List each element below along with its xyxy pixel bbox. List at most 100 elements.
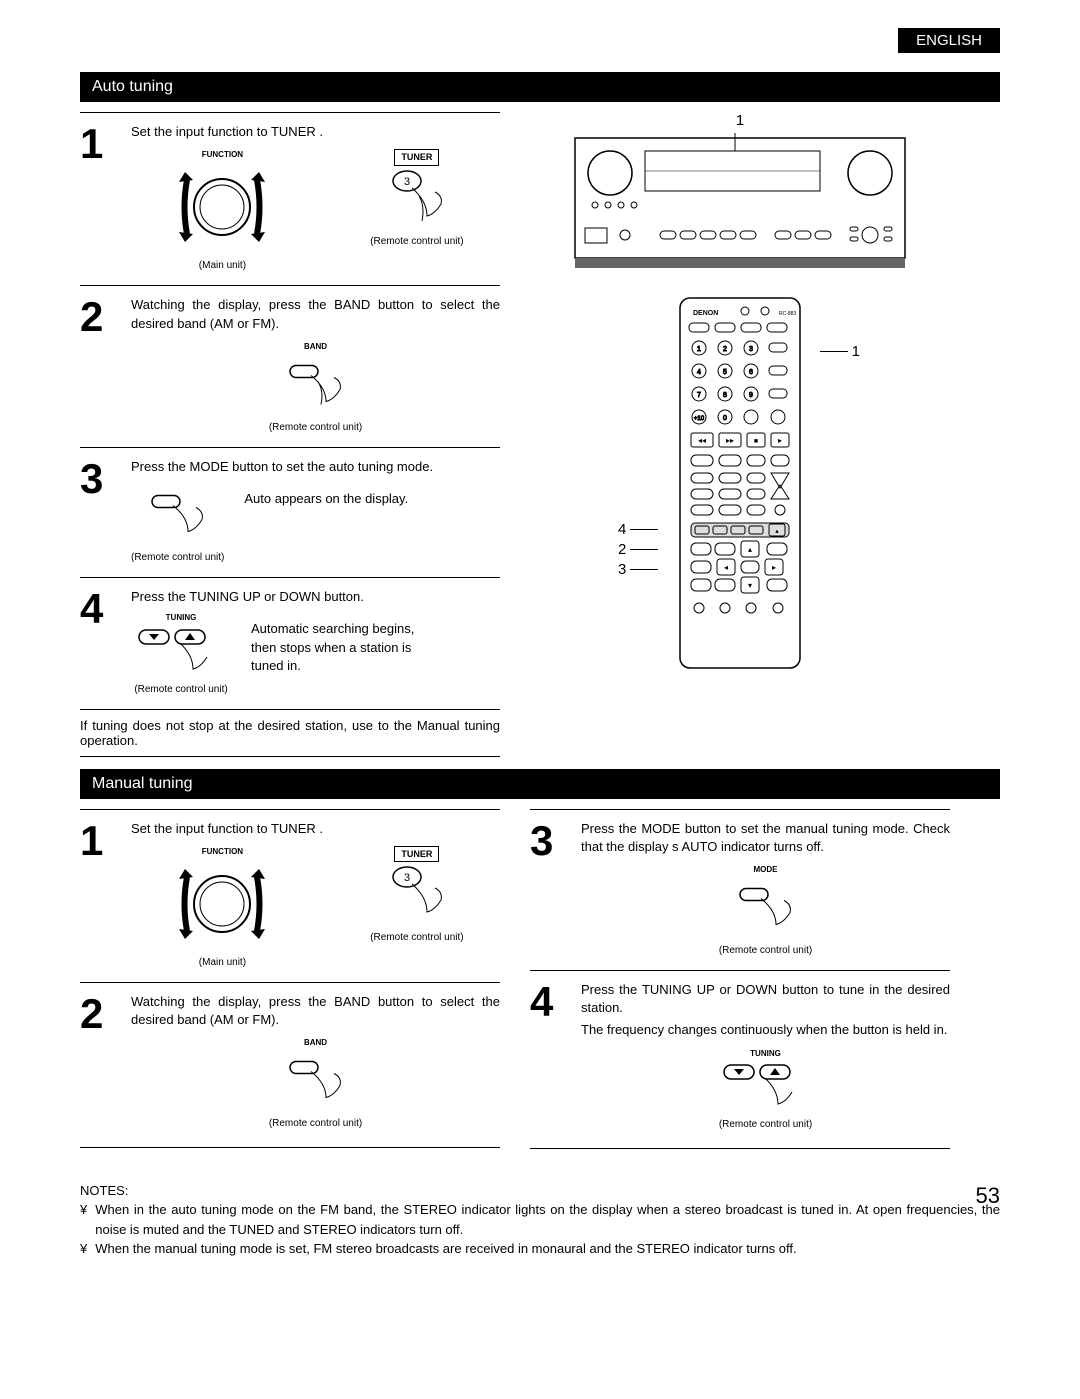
step-text: Watching the display, press the BAND but… [131,993,500,1029]
auto-step-3: 3 Press the MODE button to set the auto … [80,447,500,577]
receiver-front-panel-icon [570,133,910,273]
step-text: Press the TUNING UP or DOWN button. [131,588,500,606]
auto-step-1: 1 Set the input function to TUNER . FUNC… [80,112,500,285]
hand-press-icon: 3 [377,166,457,231]
tuning-buttons-icon [131,624,231,679]
hand-press-icon [726,875,806,940]
remote-caption: (Remote control unit) [370,931,463,945]
diagram-label-top: 1 [530,112,950,129]
remote-caption: (Remote control unit) [719,944,812,958]
remote-caption: (Remote control unit) [370,235,463,249]
auto-left-column: 1 Set the input function to TUNER . FUNC… [80,112,500,757]
auto-step-4: 4 Press the TUNING UP or DOWN button. TU… [80,577,500,708]
svg-text:◂: ◂ [724,563,728,572]
svg-text:3: 3 [404,176,410,188]
svg-text:DENON: DENON [693,310,718,317]
svg-text:2: 2 [723,346,727,353]
remote-caption: (Remote control unit) [269,421,362,435]
manual-step-3: 3 Press the MODE button to set the manua… [530,809,950,971]
svg-text:4: 4 [697,369,701,376]
section-title-manual: Manual tuning [80,769,1000,799]
tuning-label: TUNING [166,612,197,623]
svg-text:0: 0 [723,415,727,422]
main-unit-caption: (Main unit) [199,956,246,970]
remote-caption: (Remote control unit) [131,551,224,565]
diagram-label-2: 2 [618,541,626,558]
diagram-label-3: 3 [618,561,626,578]
step-number: 2 [80,993,116,1132]
notes-title: NOTES: [80,1181,1000,1201]
step-aux-text: Auto appears on the display. [244,490,408,508]
band-label: BAND [304,1037,327,1048]
note-bullet: ¥ [80,1200,87,1239]
manual-step-4: 4 Press the TUNING UP or DOWN button to … [530,970,950,1144]
hand-press-icon [276,1048,356,1113]
auto-footnote: If tuning does not stop at the desired s… [80,709,500,757]
svg-text:+10: +10 [694,416,705,422]
function-label: FUNCTION [202,149,243,160]
step-number: 4 [80,588,116,696]
manual-step-2: 2 Watching the display, press the BAND b… [80,982,500,1144]
function-knob-icon [167,857,277,952]
auto-right-column: 1 [530,112,950,757]
remote-caption: (Remote control unit) [719,1118,812,1132]
section-title-auto: Auto tuning [80,72,1000,102]
page-number: 53 [976,1183,1000,1209]
step-number: 3 [80,458,116,565]
band-label: BAND [304,341,327,352]
step-text: Set the input function to TUNER . [131,123,500,141]
mode-label: MODE [754,864,778,875]
svg-text:◂◂: ◂◂ [698,436,706,445]
main-unit-caption: (Main unit) [199,259,246,273]
auto-step-2: 2 Watching the display, press the BAND b… [80,285,500,447]
step-number: 1 [80,820,116,970]
svg-text:7: 7 [697,392,701,399]
svg-text:▸: ▸ [778,436,782,445]
manual-step-1: 1 Set the input function to TUNER . FUNC… [80,809,500,982]
svg-text:3: 3 [404,872,410,884]
function-knob-icon [167,160,277,255]
svg-text:▴: ▴ [775,528,779,535]
notes-block: NOTES: ¥ When in the auto tuning mode on… [80,1181,1000,1259]
step-aux-text: Automatic searching begins, then stops w… [251,620,431,675]
tuner-button-label: TUNER [394,149,439,166]
function-label: FUNCTION [202,846,243,857]
note-item: When the manual tuning mode is set, FM s… [95,1239,796,1259]
manual-left-column: 1 Set the input function to TUNER . FUNC… [80,809,500,1153]
svg-text:8: 8 [723,392,727,399]
step-text: Press the TUNING UP or DOWN button to tu… [581,981,950,1017]
remote-caption: (Remote control unit) [134,683,227,697]
note-item: When in the auto tuning mode on the FM b… [95,1200,1000,1239]
svg-text:▸: ▸ [772,563,776,572]
step-text: Watching the display, press the BAND but… [131,296,500,332]
svg-text:3: 3 [749,346,753,353]
step-number: 1 [80,123,116,273]
svg-text:▸▸: ▸▸ [726,436,734,445]
tuner-button-label: TUNER [394,846,439,863]
svg-text:▴: ▴ [748,545,752,554]
tuning-label: TUNING [750,1048,781,1059]
step-number: 4 [530,981,566,1132]
svg-text:RC-883: RC-883 [779,311,796,317]
language-header: ENGLISH [898,28,1000,53]
diagram-label-1: 1 [852,343,860,360]
svg-text:6: 6 [749,369,753,376]
note-bullet: ¥ [80,1239,87,1259]
svg-text:9: 9 [749,392,753,399]
tuning-buttons-icon [716,1059,816,1114]
step-number: 2 [80,296,116,435]
svg-text:5: 5 [723,369,727,376]
step-text: Press the MODE button to set the auto tu… [131,458,500,476]
svg-text:▾: ▾ [748,581,752,590]
remote-caption: (Remote control unit) [269,1117,362,1131]
hand-press-icon [276,352,356,417]
step-text: Press the MODE button to set the manual … [581,820,950,856]
remote-control-icon: DENON RC-883 1 2 3 4 5 6 [675,293,805,673]
manual-right-column: 3 Press the MODE button to set the manua… [530,809,950,1153]
hand-press-icon [138,482,218,547]
diagram-label-4: 4 [618,521,626,538]
svg-text:■: ■ [754,438,758,445]
step-number: 3 [530,820,566,959]
step-aux-text: The frequency changes continuously when … [581,1021,950,1039]
hand-press-icon: 3 [377,862,457,927]
